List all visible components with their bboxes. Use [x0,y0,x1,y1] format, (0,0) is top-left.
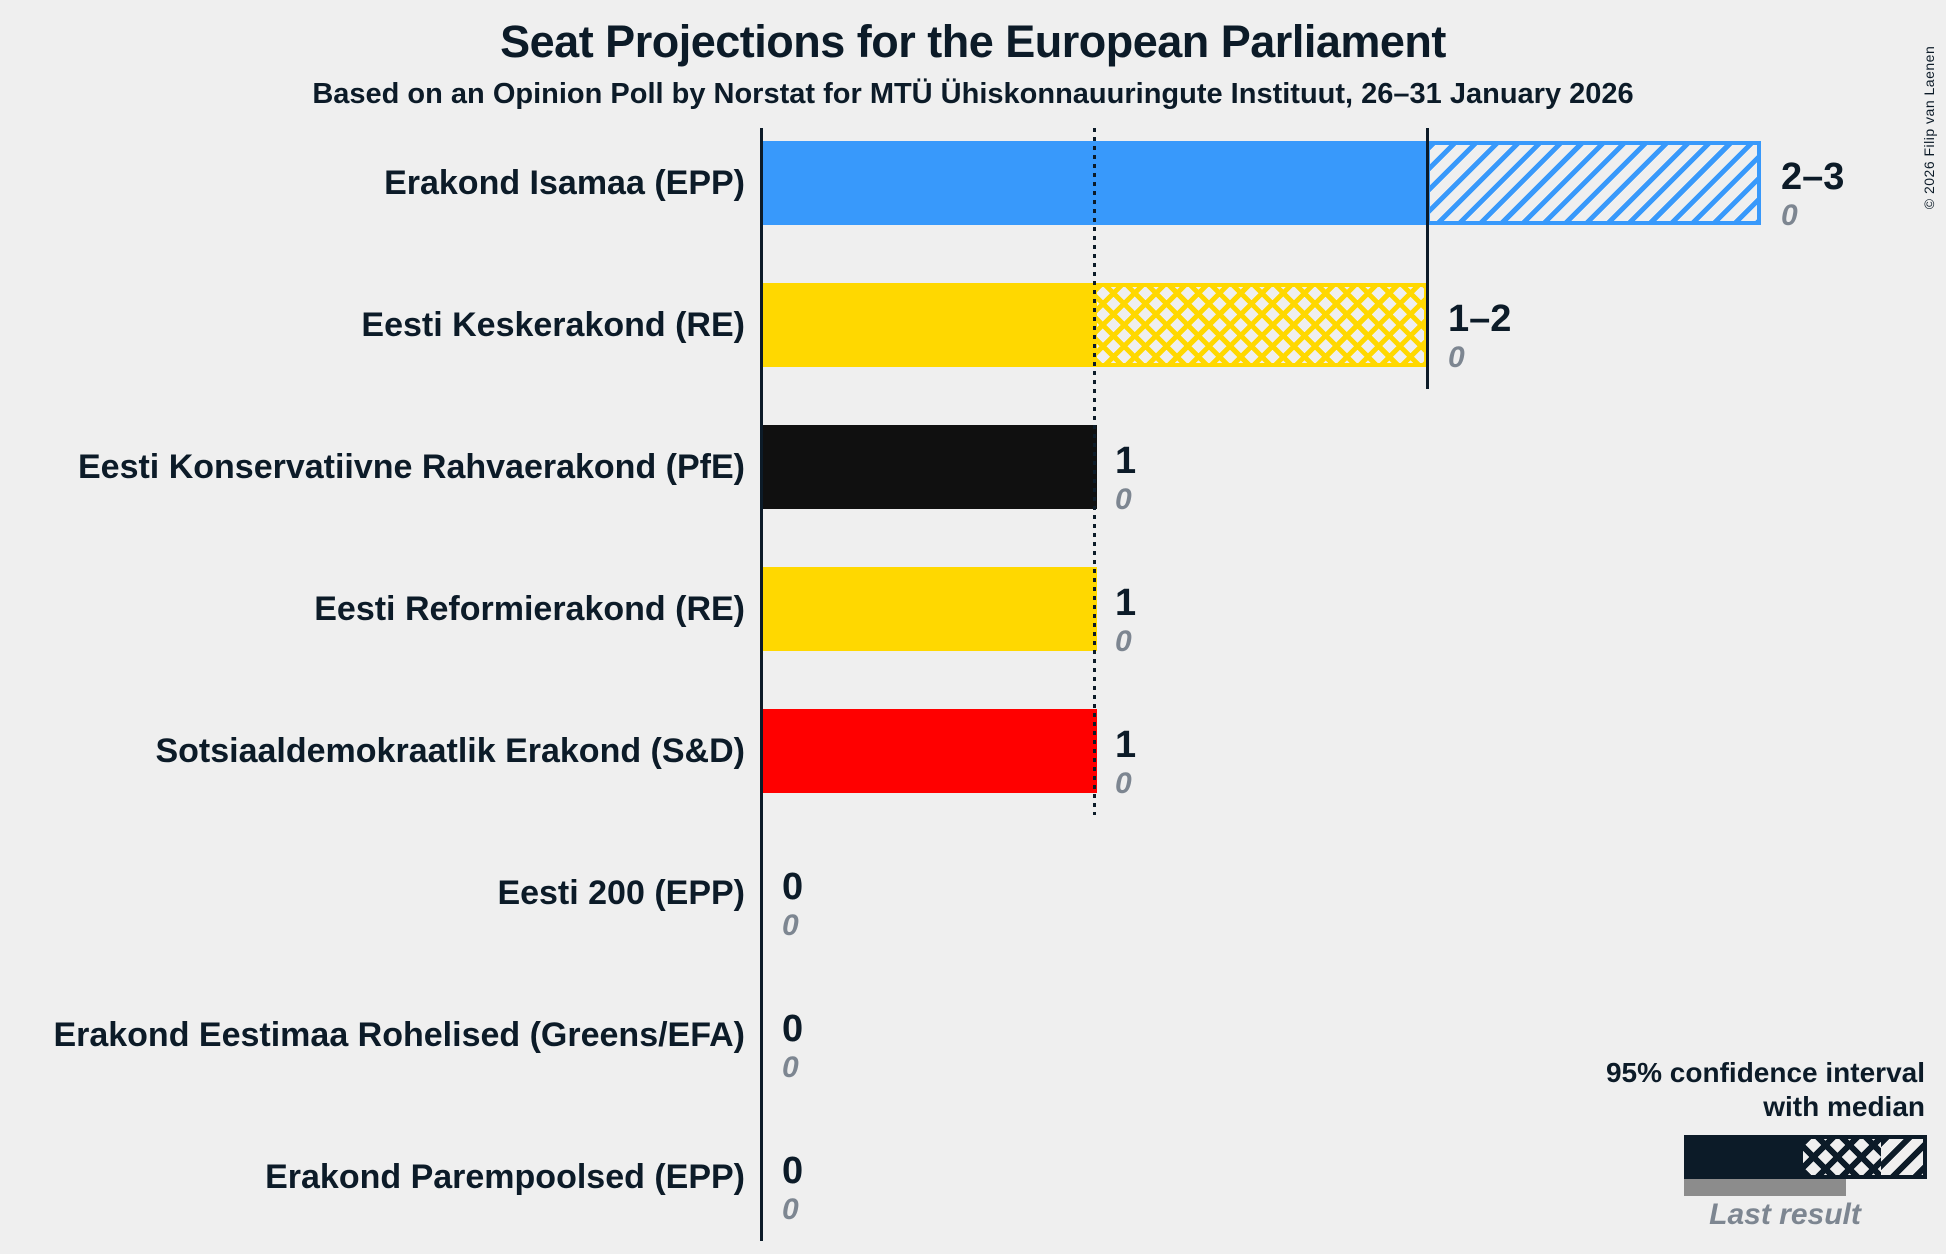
last-result-label: 0 [1115,625,1132,658]
value-label: 1–2 [1448,298,1512,340]
gridline-seat-0-solid [760,128,763,1241]
legend-last-result-label: Last result [1709,1198,1861,1231]
legend-ci-line1: 95% confidence interval [1605,1057,1925,1088]
value-block: 1–2 0 [1448,297,1511,375]
last-result-label: 0 [1448,341,1465,374]
chart-title: Seat Projections for the European Parlia… [500,16,1446,67]
party-label: Sotsiaaldemokraatlik Erakond (S&D) [155,731,745,770]
party-label: Eesti Keskerakond (RE) [361,305,745,344]
legend-sample-bar [1684,1135,1927,1179]
gridline-seat-2-solid [1426,128,1429,389]
bar-solid [762,283,1097,367]
legend-last-result-bar [1684,1178,1846,1196]
copyright-text: © 2026 Filip van Laenen [1921,45,1937,210]
bar-solid [762,567,1097,651]
last-result-label: 0 [1781,199,1798,232]
gridline-seat-1-dotted [1093,128,1096,815]
bar-solid [762,425,1097,509]
party-label: Eesti Reformierakond (RE) [314,589,745,628]
party-label: Erakond Parempoolsed (EPP) [265,1157,745,1196]
bar-ci-diagonal [1428,141,1761,225]
last-result-label: 0 [1115,767,1132,800]
value-label: 0 [782,866,804,908]
last-result-label: 0 [782,1193,799,1226]
value-label: 1 [1115,440,1137,482]
value-label: 1 [1115,582,1137,624]
party-label: Eesti Konservatiivne Rahvaerakond (PfE) [77,447,745,486]
value-label: 0 [782,1150,804,1192]
last-result-label: 0 [782,1051,799,1084]
chart-subtitle: Based on an Opinion Poll by Norstat for … [312,78,1634,110]
value-label: 0 [782,1008,804,1050]
legend-ci-line2: with median [1763,1091,1925,1122]
value-block: 2–3 0 [1781,155,1844,233]
party-label: Erakond Isamaa (EPP) [384,163,745,202]
value-label: 1 [1115,724,1137,766]
last-result-label: 0 [782,909,799,942]
last-result-label: 0 [1115,483,1132,516]
legend-diagonal-segment [1881,1139,1923,1175]
bar-ci-crosshatch [1095,283,1428,367]
party-label: Erakond Eestimaa Rohelised (Greens/EFA) [53,1015,745,1054]
party-label: Eesti 200 (EPP) [497,873,745,912]
value-label: 2–3 [1781,156,1845,198]
legend-solid-segment [1688,1139,1803,1175]
legend-crosshatch-segment [1803,1139,1881,1175]
bar-solid [762,141,1430,225]
bar-solid [762,709,1097,793]
